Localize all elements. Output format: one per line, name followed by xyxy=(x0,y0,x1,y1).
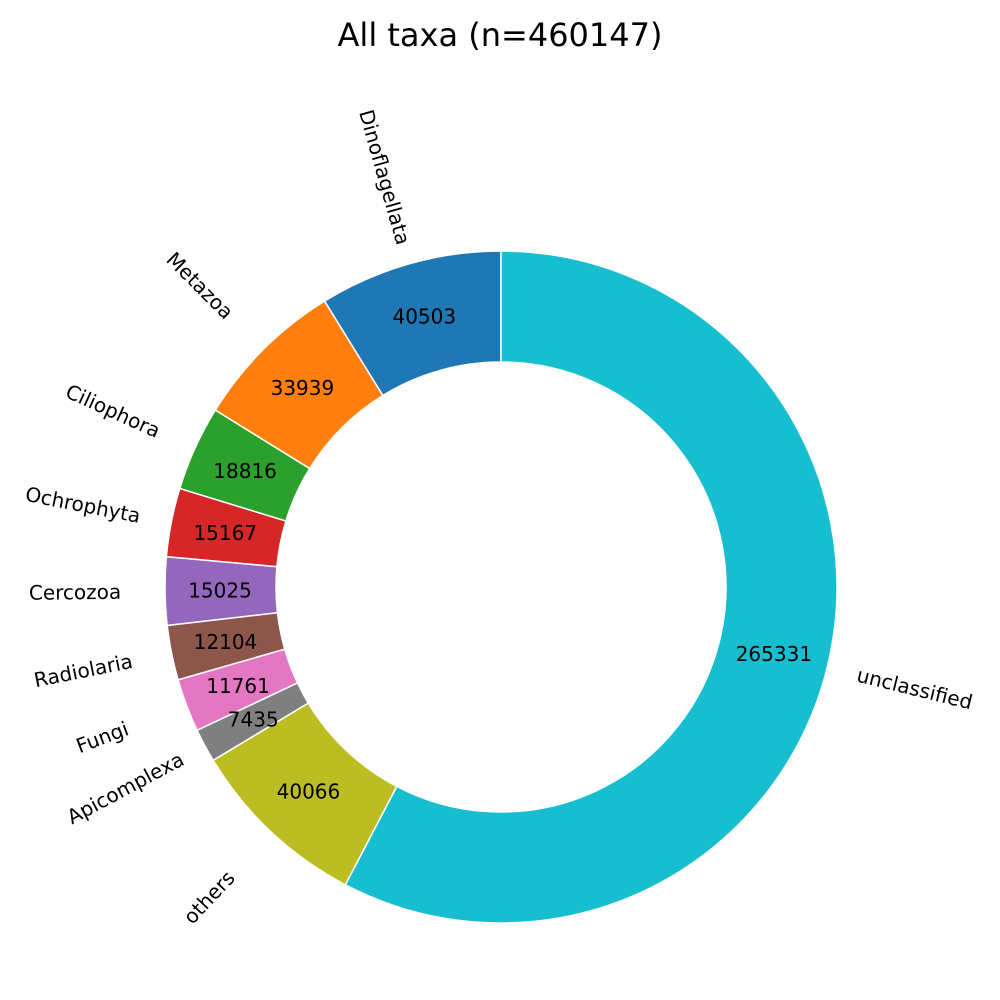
slice-unclassified xyxy=(344,250,838,924)
slice-label-others: others xyxy=(179,866,240,929)
value-label-cercozoa: 15025 xyxy=(188,578,252,602)
slice-labels-group: Dinoflagellata Metazoa Ciliophora Ochrophyt… xyxy=(23,107,975,929)
slice-label-cercozoa: Cercozoa xyxy=(29,580,122,605)
value-label-ochrophyta: 15167 xyxy=(193,521,257,545)
slice-label-metazoa: Metazoa xyxy=(162,247,239,324)
value-label-apicomplexa: 7435 xyxy=(228,708,279,732)
value-label-radiolaria: 12104 xyxy=(194,630,258,654)
value-label-others: 40066 xyxy=(277,780,341,804)
slice-label-radiolaria: Radiolaria xyxy=(32,649,135,692)
value-label-unclassified: 265331 xyxy=(736,642,812,666)
slice-label-ciliophora: Ciliophora xyxy=(62,379,164,443)
slice-label-dinoflagellata: Dinoflagellata xyxy=(354,107,415,247)
slice-label-apicomplexa: Apicomplexa xyxy=(63,747,188,829)
value-label-ciliophora: 18816 xyxy=(213,459,277,483)
slice-label-ochrophyta: Ochrophyta xyxy=(23,482,142,528)
slice-label-fungi: Fungi xyxy=(73,716,132,758)
slice-label-unclassified: unclassified xyxy=(854,663,974,714)
chart-title: All taxa (n=460147) xyxy=(338,16,663,54)
value-label-fungi: 11761 xyxy=(206,674,270,698)
value-label-metazoa: 33939 xyxy=(271,376,335,400)
slices-group xyxy=(164,250,838,924)
value-labels-group: 40503 33939 18816 15167 15025 12104 11761 7435 4… xyxy=(188,305,812,804)
value-label-dinoflagellata: 40503 xyxy=(392,305,456,329)
